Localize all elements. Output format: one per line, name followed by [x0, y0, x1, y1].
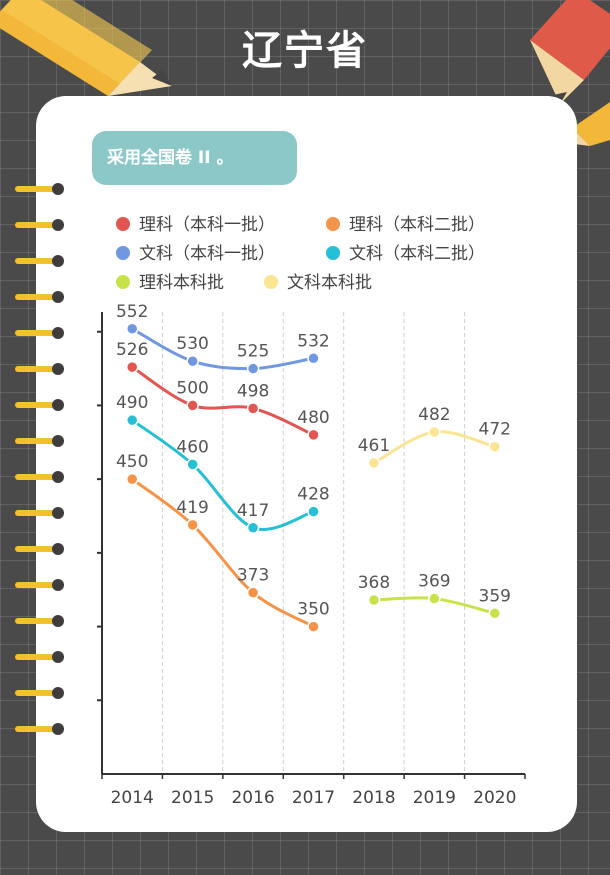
data-point: [186, 518, 199, 532]
x-tick-label: 2015: [171, 788, 214, 808]
legend-label: 理科本科批: [139, 273, 224, 293]
x-tick-label: 2018: [352, 788, 395, 808]
data-point: [367, 456, 381, 470]
data-point: [246, 402, 260, 415]
series-line: [131, 327, 314, 371]
legend-item-lk-1: 理科（本科一批）: [116, 212, 275, 238]
series-line: [131, 365, 315, 437]
data-point: [367, 593, 381, 607]
data-label: 368: [358, 573, 390, 593]
data-label: 461: [358, 436, 390, 456]
page-title: 辽宁省: [242, 28, 368, 74]
data-point: [125, 360, 139, 374]
spiral-hole: [52, 435, 64, 447]
data-label: 417: [237, 501, 269, 521]
data-label: 350: [297, 600, 329, 620]
data-label: 369: [418, 572, 450, 592]
data-label: 490: [116, 393, 148, 413]
data-label: 498: [237, 381, 269, 401]
legend-dot: [326, 246, 340, 260]
data-point: [186, 399, 199, 412]
x-tick-label: 2014: [111, 788, 154, 808]
data-point: [246, 362, 260, 375]
spiral-hole: [52, 255, 64, 267]
legend-dot: [116, 217, 130, 231]
data-label: 472: [479, 420, 511, 440]
data-point: [307, 428, 320, 442]
data-point: [307, 620, 320, 633]
spiral-hole: [52, 219, 64, 231]
legend-dot: [264, 275, 278, 289]
legend-label: 文科（本科二批）: [349, 244, 485, 264]
data-label: 460: [176, 437, 208, 457]
data-point: [246, 586, 260, 599]
x-tick-label: 2020: [473, 788, 516, 808]
legend-label: 文科本科批: [287, 273, 372, 293]
spiral-hole: [52, 615, 64, 627]
data-label: 526: [116, 340, 148, 360]
legend-item-wk-bk: 文科本科批: [264, 270, 372, 296]
data-label: 530: [176, 334, 208, 354]
data-label: 525: [237, 342, 269, 362]
spiral-hole: [52, 363, 64, 375]
spiral-hole: [52, 327, 64, 339]
data-point: [186, 458, 199, 471]
pencil-icon-left: [0, 0, 172, 96]
legend-label: 理科（本科一批）: [139, 215, 275, 235]
data-point: [125, 322, 139, 336]
data-label: 532: [297, 331, 329, 351]
spiral-hole: [52, 687, 64, 699]
spiral-hole: [52, 507, 64, 519]
data-label: 500: [176, 378, 208, 398]
data-point: [246, 521, 260, 535]
data-point: [125, 472, 139, 486]
data-point: [488, 440, 502, 453]
legend-item-wk-2: 文科（本科二批）: [326, 241, 485, 267]
legend-item-wk-1: 文科（本科一批）: [116, 241, 275, 267]
series-line: [131, 477, 315, 628]
x-tick-label: 2019: [413, 788, 456, 808]
spiral-hole: [52, 183, 64, 195]
notebook-spiral: [15, 183, 64, 735]
data-point: [186, 354, 199, 368]
data-point: [307, 505, 320, 518]
data-label: 482: [418, 405, 450, 425]
legend-item-lk-bk: 理科本科批: [116, 270, 224, 296]
legend-label: 理科（本科二批）: [349, 215, 485, 235]
data-point: [428, 425, 441, 439]
x-tick-label: 2017: [292, 788, 335, 808]
exam-note-badge: 采用全国卷 II 。: [92, 131, 297, 185]
series-line: [131, 418, 314, 531]
legend-label: 文科（本科一批）: [139, 244, 275, 264]
data-label: 480: [297, 408, 329, 428]
data-label: 359: [479, 586, 511, 606]
spiral-hole: [52, 471, 64, 483]
data-point: [488, 607, 502, 620]
data-point: [428, 592, 441, 605]
data-label: 373: [237, 566, 269, 586]
data-label: 552: [116, 302, 148, 322]
data-label: 419: [176, 498, 208, 518]
spiral-hole: [52, 399, 64, 411]
data-point: [125, 413, 139, 427]
spiral-hole: [52, 291, 64, 303]
legend-dot: [116, 275, 130, 289]
legend-dot: [326, 217, 340, 231]
spiral-hole: [52, 579, 64, 591]
data-label: 428: [297, 485, 329, 505]
spiral-hole: [52, 651, 64, 663]
data-point: [307, 352, 320, 365]
legend-dot: [116, 246, 130, 260]
data-label: 450: [116, 452, 148, 472]
x-tick-label: 2016: [231, 788, 274, 808]
spiral-hole: [52, 543, 64, 555]
legend-item-lk-2: 理科（本科二批）: [326, 212, 485, 238]
spiral-hole: [52, 723, 64, 735]
